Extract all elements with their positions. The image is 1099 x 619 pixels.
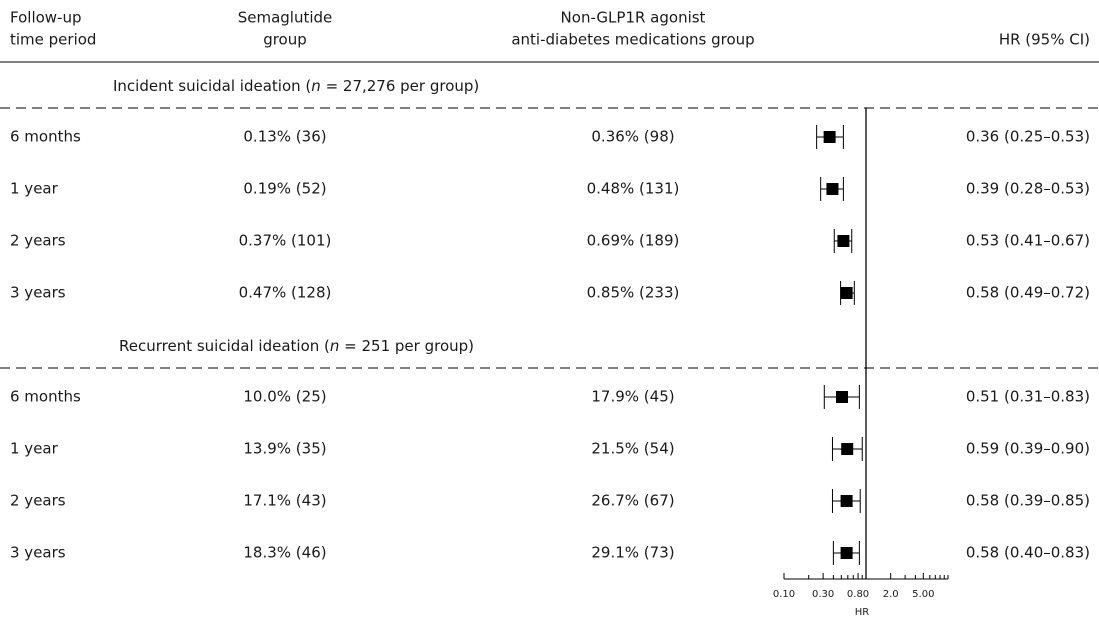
hr-marker: [826, 183, 839, 195]
hr-label: 0.36 (0.25–0.53): [966, 128, 1090, 146]
semaglutide-rate: 17.1% (43): [243, 492, 326, 510]
comparator-rate: 0.48% (131): [587, 180, 680, 198]
comparator-rate: 0.69% (189): [587, 232, 680, 250]
semaglutide-rate: 0.13% (36): [243, 128, 326, 146]
hr-marker: [836, 391, 849, 403]
comparator-rate: 21.5% (54): [591, 440, 674, 458]
column-header: time period: [10, 31, 96, 49]
column-header: anti-diabetes medications group: [511, 31, 754, 49]
hr-label: 0.58 (0.49–0.72): [966, 284, 1090, 302]
hr-label: 0.51 (0.31–0.83): [966, 388, 1090, 406]
x-tick-label: 0.30: [812, 589, 834, 600]
column-header: group: [263, 31, 307, 49]
x-tick-label: 0.10: [773, 589, 795, 600]
semaglutide-rate: 18.3% (46): [243, 544, 326, 562]
hr-label: 0.58 (0.39–0.85): [966, 492, 1090, 510]
semaglutide-rate: 0.19% (52): [243, 180, 326, 198]
period: 6 months: [10, 128, 81, 146]
hr-label: 0.58 (0.40–0.83): [966, 544, 1090, 562]
hr-marker: [841, 443, 854, 455]
hr-marker: [840, 287, 853, 299]
hr-marker: [840, 547, 853, 559]
group-title-part: n: [311, 77, 321, 95]
period: 6 months: [10, 388, 81, 406]
group-title-part: = 27,276 per group): [321, 77, 479, 95]
semaglutide-rate: 10.0% (25): [243, 388, 326, 406]
period: 2 years: [10, 492, 66, 510]
hr-marker: [840, 495, 853, 507]
comparator-rate: 17.9% (45): [591, 388, 674, 406]
comparator-rate: 26.7% (67): [591, 492, 674, 510]
comparator-rate: 0.85% (233): [587, 284, 680, 302]
column-header: Non-GLP1R agonist: [561, 9, 706, 27]
semaglutide-rate: 13.9% (35): [243, 440, 326, 458]
period: 3 years: [10, 284, 66, 302]
hr-label: 0.59 (0.39–0.90): [966, 440, 1090, 458]
period: 1 year: [10, 440, 59, 458]
group-title-part: = 251 per group): [339, 337, 474, 355]
period: 1 year: [10, 180, 59, 198]
group-title: Recurrent suicidal ideation (n = 251 per…: [119, 337, 474, 355]
hr-label: 0.53 (0.41–0.67): [966, 232, 1090, 250]
period: 2 years: [10, 232, 66, 250]
x-axis-label: HR: [855, 607, 870, 618]
hr-marker: [823, 131, 836, 143]
group-title-part: n: [330, 337, 340, 355]
semaglutide-rate: 0.37% (101): [239, 232, 332, 250]
group-title-part: Recurrent suicidal ideation (: [119, 337, 330, 355]
x-tick-label: 5.00: [912, 589, 934, 600]
column-header: HR (95% CI): [999, 31, 1090, 49]
comparator-rate: 29.1% (73): [591, 544, 674, 562]
comparator-rate: 0.36% (98): [591, 128, 674, 146]
period: 3 years: [10, 544, 66, 562]
group-title: Incident suicidal ideation (n = 27,276 p…: [113, 77, 479, 95]
column-header: Follow-up: [10, 9, 82, 27]
hr-marker: [837, 235, 850, 247]
group-title-part: Incident suicidal ideation (: [113, 77, 311, 95]
column-header: Semaglutide: [238, 9, 333, 27]
x-tick-label: 0.80: [847, 589, 869, 600]
x-tick-label: 2.0: [883, 589, 899, 600]
hr-label: 0.39 (0.28–0.53): [966, 180, 1090, 198]
semaglutide-rate: 0.47% (128): [239, 284, 332, 302]
